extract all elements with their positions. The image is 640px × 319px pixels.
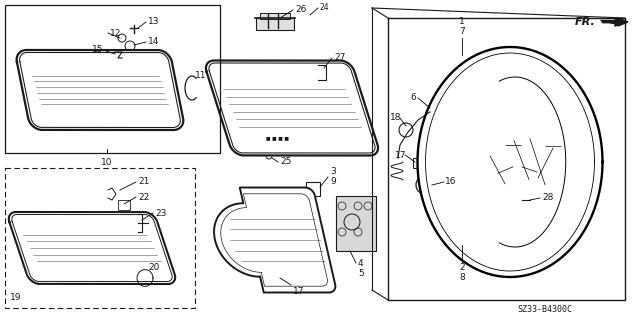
Text: 12: 12 xyxy=(110,28,122,38)
Text: 17: 17 xyxy=(395,151,406,160)
Polygon shape xyxy=(214,188,335,293)
Text: 19: 19 xyxy=(10,293,22,302)
Text: 22: 22 xyxy=(138,192,149,202)
Text: 17: 17 xyxy=(293,287,305,296)
Bar xyxy=(260,13,290,19)
Polygon shape xyxy=(618,18,628,26)
Text: 16: 16 xyxy=(445,177,456,187)
Text: SZ33-B4300C: SZ33-B4300C xyxy=(518,306,573,315)
Bar xyxy=(267,268,281,280)
Bar xyxy=(5,5,220,153)
Text: 14: 14 xyxy=(148,38,159,47)
Text: ■ ■ ■ ■: ■ ■ ■ ■ xyxy=(266,136,289,140)
Text: 18: 18 xyxy=(390,114,401,122)
Bar xyxy=(256,18,294,30)
Text: FR.: FR. xyxy=(575,17,596,27)
Text: 15: 15 xyxy=(92,46,104,55)
Text: 7: 7 xyxy=(459,27,465,36)
Bar xyxy=(118,200,130,210)
Text: 13: 13 xyxy=(148,18,159,26)
Text: 10: 10 xyxy=(101,158,113,167)
Text: 9: 9 xyxy=(330,177,336,187)
Text: 27: 27 xyxy=(334,54,346,63)
Text: 11: 11 xyxy=(195,71,207,80)
Polygon shape xyxy=(206,61,378,155)
Text: 1: 1 xyxy=(459,18,465,26)
Text: 25: 25 xyxy=(280,158,291,167)
Bar xyxy=(413,158,425,168)
Polygon shape xyxy=(17,50,183,130)
Text: 5: 5 xyxy=(358,270,364,278)
Bar xyxy=(336,196,376,251)
Text: 8: 8 xyxy=(459,273,465,283)
Text: 23: 23 xyxy=(155,209,166,218)
Text: 4: 4 xyxy=(358,258,364,268)
Text: 6: 6 xyxy=(410,93,416,102)
Polygon shape xyxy=(417,47,602,277)
Polygon shape xyxy=(600,20,618,24)
Polygon shape xyxy=(9,212,175,284)
Bar xyxy=(432,104,446,118)
Text: 20: 20 xyxy=(148,263,159,272)
Bar xyxy=(430,102,448,120)
Text: 2: 2 xyxy=(459,263,465,272)
Bar xyxy=(5,168,195,308)
Text: 26: 26 xyxy=(295,5,307,14)
Text: 24: 24 xyxy=(320,4,330,12)
Text: 3: 3 xyxy=(330,167,336,176)
Text: 28: 28 xyxy=(542,194,554,203)
Bar xyxy=(306,182,320,196)
Text: 21: 21 xyxy=(138,177,149,187)
